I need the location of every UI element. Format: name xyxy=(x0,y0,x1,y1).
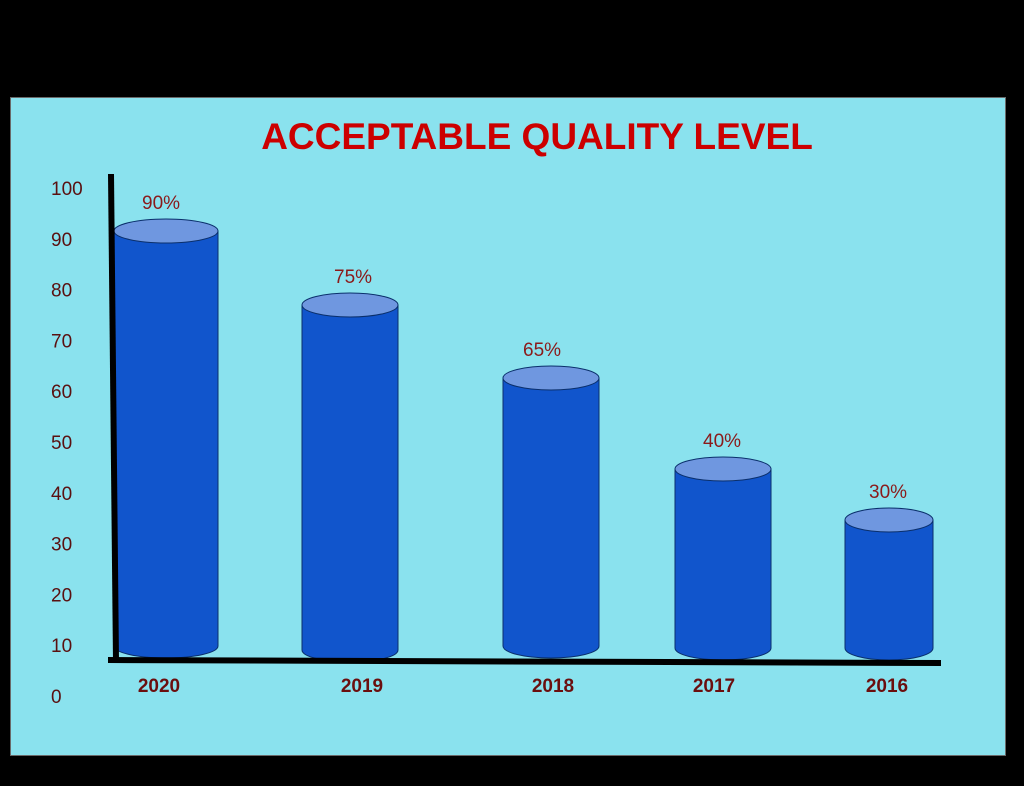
x-tick-label: 2016 xyxy=(866,676,908,697)
y-tick-label: 90 xyxy=(51,230,72,251)
cylinder-top xyxy=(844,507,934,533)
y-tick-label: 50 xyxy=(51,433,72,454)
value-label: 40% xyxy=(703,431,741,452)
y-tick-label: 70 xyxy=(51,331,72,352)
chart-title: ACCEPTABLE QUALITY LEVEL xyxy=(261,116,813,157)
bar-2020: 90% xyxy=(113,193,219,659)
cylinder-top xyxy=(674,456,772,482)
value-label: 90% xyxy=(142,193,180,214)
x-tick-label: 2019 xyxy=(341,676,383,697)
chart-panel: ACCEPTABLE QUALITY LEVEL 0 10 20 30 40 50 60 70… xyxy=(10,97,1006,756)
cylinder-body xyxy=(502,377,600,659)
bar-2016: 30% xyxy=(844,482,934,661)
y-tick-label: 30 xyxy=(51,535,72,556)
cylinder-top xyxy=(301,292,399,318)
bar-2019: 75% xyxy=(301,267,399,663)
y-axis-line xyxy=(108,173,119,663)
y-tick-label: 0 xyxy=(51,687,62,708)
cylinder-body xyxy=(674,468,772,661)
cylinder-body xyxy=(844,519,934,661)
bar-2018: 65% xyxy=(502,340,600,659)
y-axis-ticks: 0 10 20 30 40 50 60 70 80 90 100 xyxy=(51,179,83,708)
x-tick-label: 2017 xyxy=(693,676,735,697)
y-tick-label: 20 xyxy=(51,585,72,606)
value-label: 30% xyxy=(869,482,907,503)
value-label: 75% xyxy=(334,267,372,288)
x-axis-line xyxy=(107,657,942,666)
y-tick-label: 10 xyxy=(51,636,72,657)
bar-2017: 40% xyxy=(674,431,772,661)
cylinder-top xyxy=(502,365,600,391)
cylinder-body xyxy=(301,304,399,663)
bars: 90% 75% 65% 40% 30% xyxy=(113,193,934,663)
y-tick-label: 80 xyxy=(51,281,72,302)
x-tick-label: 2018 xyxy=(532,676,574,697)
x-axis-ticks: 2020 2019 2018 2017 2016 xyxy=(138,676,908,697)
y-tick-label: 40 xyxy=(51,484,72,505)
y-tick-label: 60 xyxy=(51,382,72,403)
bar-chart: ACCEPTABLE QUALITY LEVEL 0 10 20 30 40 50 60 70… xyxy=(51,116,942,708)
y-tick-label: 100 xyxy=(51,179,83,200)
cylinder-body xyxy=(113,230,219,659)
x-tick-label: 2020 xyxy=(138,676,180,697)
cylinder-top xyxy=(113,218,219,244)
value-label: 65% xyxy=(523,340,561,361)
